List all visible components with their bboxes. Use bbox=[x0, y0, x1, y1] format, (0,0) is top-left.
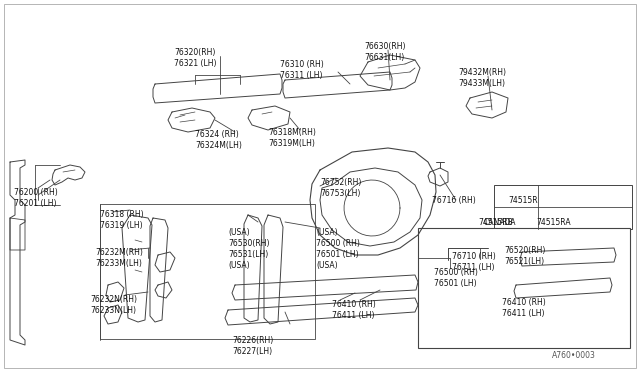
Text: 76520(RH)
76521(LH): 76520(RH) 76521(LH) bbox=[504, 246, 545, 266]
Text: 76410 (RH)
76411 (LH): 76410 (RH) 76411 (LH) bbox=[332, 300, 376, 320]
Text: 76232N(RH)
76233N(LH): 76232N(RH) 76233N(LH) bbox=[90, 295, 137, 315]
Text: (USA)
76500 (RH)
76501 (LH)
(USA): (USA) 76500 (RH) 76501 (LH) (USA) bbox=[316, 228, 360, 270]
Text: 76200 (RH)
76201 (LH): 76200 (RH) 76201 (LH) bbox=[14, 188, 58, 208]
Text: 79432M(RH)
79433M(LH): 79432M(RH) 79433M(LH) bbox=[458, 68, 506, 88]
Bar bbox=[418, 228, 630, 348]
Text: 76318 (RH)
76319 (LH): 76318 (RH) 76319 (LH) bbox=[100, 210, 143, 230]
Text: 76226(RH)
76227(LH): 76226(RH) 76227(LH) bbox=[232, 336, 273, 356]
Bar bbox=[100, 204, 315, 339]
Text: 76630(RH)
76631(LH): 76630(RH) 76631(LH) bbox=[364, 42, 406, 62]
Text: 76710 (RH)
76711 (LH): 76710 (RH) 76711 (LH) bbox=[452, 252, 496, 272]
Text: CANADA: CANADA bbox=[484, 218, 516, 227]
Text: 76232M(RH)
76233M(LH): 76232M(RH) 76233M(LH) bbox=[95, 248, 143, 268]
Text: 76500 (RH)
76501 (LH): 76500 (RH) 76501 (LH) bbox=[434, 268, 478, 288]
Text: 76310 (RH)
76311 (LH): 76310 (RH) 76311 (LH) bbox=[280, 60, 324, 80]
Text: A760•0003: A760•0003 bbox=[552, 351, 596, 360]
Text: (USA)
76530(RH)
76531(LH)
(USA): (USA) 76530(RH) 76531(LH) (USA) bbox=[228, 228, 269, 270]
Text: 76318M(RH)
76319M(LH): 76318M(RH) 76319M(LH) bbox=[268, 128, 316, 148]
Text: 76320(RH)
76321 (LH): 76320(RH) 76321 (LH) bbox=[174, 48, 216, 68]
Text: 74515RB: 74515RB bbox=[478, 218, 513, 227]
Text: 76410 (RH)
76411 (LH): 76410 (RH) 76411 (LH) bbox=[502, 298, 546, 318]
Text: 74515RA: 74515RA bbox=[536, 218, 571, 227]
Bar bbox=[494, 185, 632, 229]
Text: 76716 (RH): 76716 (RH) bbox=[432, 196, 476, 205]
Text: 76752(RH)
76753(LH): 76752(RH) 76753(LH) bbox=[320, 178, 362, 198]
Text: 76324 (RH)
76324M(LH): 76324 (RH) 76324M(LH) bbox=[195, 130, 242, 150]
Text: 74515R: 74515R bbox=[508, 196, 538, 205]
